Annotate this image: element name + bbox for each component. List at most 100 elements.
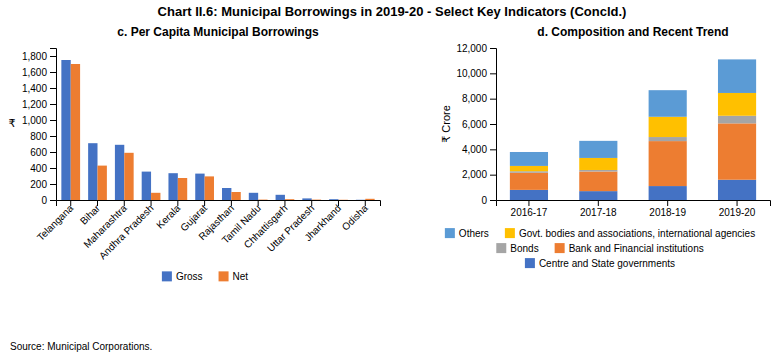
legend-label: Others — [459, 228, 489, 239]
bar — [178, 178, 187, 200]
tick: Telangana — [35, 200, 76, 243]
chart-root: Chart II.6: Municipal Borrowings in 2019… — [0, 0, 784, 358]
tick-label: 200 — [30, 179, 47, 190]
bar — [338, 199, 347, 200]
tick-mark — [151, 200, 152, 206]
legend-item: Net — [219, 271, 249, 282]
tick-label: 0 — [41, 195, 47, 206]
legend-swatch — [445, 228, 455, 238]
bar — [285, 199, 294, 200]
bar — [88, 143, 97, 200]
tick-mark — [737, 200, 738, 206]
bar — [649, 90, 687, 117]
tick-mark — [528, 200, 529, 206]
axis-title: ₹ — [9, 117, 16, 129]
axis-title: ₹ Crore — [440, 105, 452, 143]
tick-label: 2019-20 — [719, 207, 756, 218]
bar-series — [510, 59, 756, 166]
tick: 2019-20 — [719, 200, 756, 218]
bar — [579, 172, 617, 192]
tick-label: 1,400 — [22, 83, 47, 94]
bar — [365, 199, 374, 200]
y-axis: 02004006008001,0001,2001,4001,6001,800 — [22, 49, 57, 206]
y-axis: 02,0004,0006,0008,00010,00012,000 — [456, 43, 496, 206]
bar — [510, 190, 548, 200]
bar — [71, 64, 80, 200]
tick-mark — [490, 200, 496, 201]
bar — [249, 193, 258, 200]
bar — [205, 176, 214, 200]
tick: 2016-17 — [511, 200, 548, 218]
bar — [718, 93, 756, 116]
axis-line — [50, 49, 57, 201]
bar-series — [510, 116, 756, 173]
bar — [649, 186, 687, 200]
legend-swatch — [496, 243, 506, 253]
bar — [61, 60, 70, 200]
legend: Gross Net — [162, 271, 248, 282]
x-axis: 2016-17 2017-18 2018-19 2019-20 — [497, 200, 771, 218]
tick-mark — [177, 200, 178, 206]
legend-label: Govt. bodies and associations, internati… — [519, 228, 755, 239]
tick: 10,000 — [456, 68, 496, 79]
tick-label: 2,000 — [462, 169, 487, 180]
bar — [579, 141, 617, 158]
bar — [302, 198, 311, 200]
tick-label: 2017-18 — [580, 207, 617, 218]
tick: 400 — [30, 163, 56, 174]
legend-label: Gross — [176, 271, 203, 282]
legend-item: Bonds — [496, 243, 538, 254]
tick: 1,000 — [22, 115, 56, 126]
bar — [579, 191, 617, 200]
tick: Andhra Pradesh — [97, 200, 156, 261]
plot-area — [510, 59, 756, 200]
bar — [510, 173, 548, 190]
tick-mark — [598, 200, 599, 206]
legend-swatch — [525, 258, 535, 268]
tick-label: Andhra Pradesh — [97, 202, 156, 261]
tick-mark — [490, 124, 496, 125]
tick-mark — [50, 168, 56, 169]
tick: 1,600 — [22, 67, 56, 78]
tick-label: 2016-17 — [511, 207, 548, 218]
bar — [115, 145, 124, 200]
tick: 2017-18 — [580, 200, 617, 218]
tick-label: Odisha — [340, 202, 370, 232]
panel: d. Composition and Recent Trend02,0004,0… — [440, 25, 771, 269]
tick-mark — [490, 99, 496, 100]
tick-mark — [50, 200, 56, 201]
tick-label: 6,000 — [462, 119, 487, 130]
tick-mark — [124, 200, 125, 206]
tick: 0 — [481, 195, 496, 206]
bar — [510, 152, 548, 166]
bar — [356, 199, 365, 200]
tick-mark — [490, 48, 496, 49]
tick-mark — [365, 200, 366, 206]
legend-item: Govt. bodies and associations, internati… — [505, 228, 755, 239]
bar — [329, 199, 338, 200]
tick-mark — [311, 200, 312, 206]
tick-label: Telangana — [35, 202, 76, 243]
bar — [718, 116, 756, 124]
tick-label: Jharkhand — [302, 202, 343, 243]
legend-item: Gross — [162, 271, 203, 282]
tick: 200 — [30, 179, 56, 190]
tick-label: 600 — [30, 147, 47, 158]
bar-series — [510, 93, 756, 171]
tick-label: 800 — [30, 131, 47, 142]
legend-label: Bank and Financial institutions — [569, 243, 704, 254]
legend-label: Centre and State governments — [539, 258, 675, 269]
tick: 600 — [30, 147, 56, 158]
tick: 12,000 — [456, 43, 496, 54]
tick: 2018-19 — [649, 200, 686, 218]
bar — [151, 193, 160, 200]
tick-mark — [50, 104, 56, 105]
tick: 6,000 — [462, 119, 496, 130]
bar — [510, 171, 548, 173]
tick-mark — [490, 175, 496, 176]
bar — [142, 172, 151, 200]
bar — [579, 170, 617, 172]
tick-mark — [97, 200, 98, 206]
tick-label: 12,000 — [456, 43, 487, 54]
plot-area — [61, 60, 374, 200]
